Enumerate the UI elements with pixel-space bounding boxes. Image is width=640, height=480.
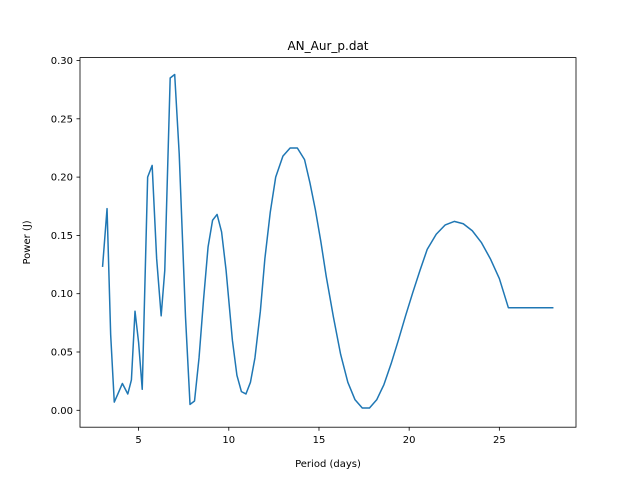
series-line [101, 73, 554, 409]
y-tick-label: 0.00 [51, 406, 73, 417]
y-tick-label: 0.30 [51, 56, 73, 67]
plot-frame [79, 57, 577, 428]
plot-area [101, 73, 554, 409]
y-tick-label: 0.05 [51, 347, 73, 358]
x-tick-label: 25 [493, 435, 506, 446]
x-axis-ticks: 5 10 15 20 25 [135, 427, 506, 446]
y-axis-label: Power (J) [22, 220, 33, 264]
y-tick-label: 0.10 [51, 289, 73, 300]
x-tick-label: 5 [135, 435, 141, 446]
y-tick-label: 0.20 [51, 173, 73, 184]
x-tick-label: 10 [222, 435, 235, 446]
x-tick-label: 15 [313, 435, 326, 446]
y-axis-ticks: 0.00 0.05 0.10 0.15 0.20 0.25 0.30 [51, 56, 80, 417]
y-tick-label: 0.15 [51, 231, 73, 242]
x-axis-label: Period (days) [295, 459, 361, 470]
y-tick-label: 0.25 [51, 114, 73, 125]
chart-title: AN_Aur_p.dat [287, 39, 368, 53]
x-tick-label: 20 [403, 435, 416, 446]
